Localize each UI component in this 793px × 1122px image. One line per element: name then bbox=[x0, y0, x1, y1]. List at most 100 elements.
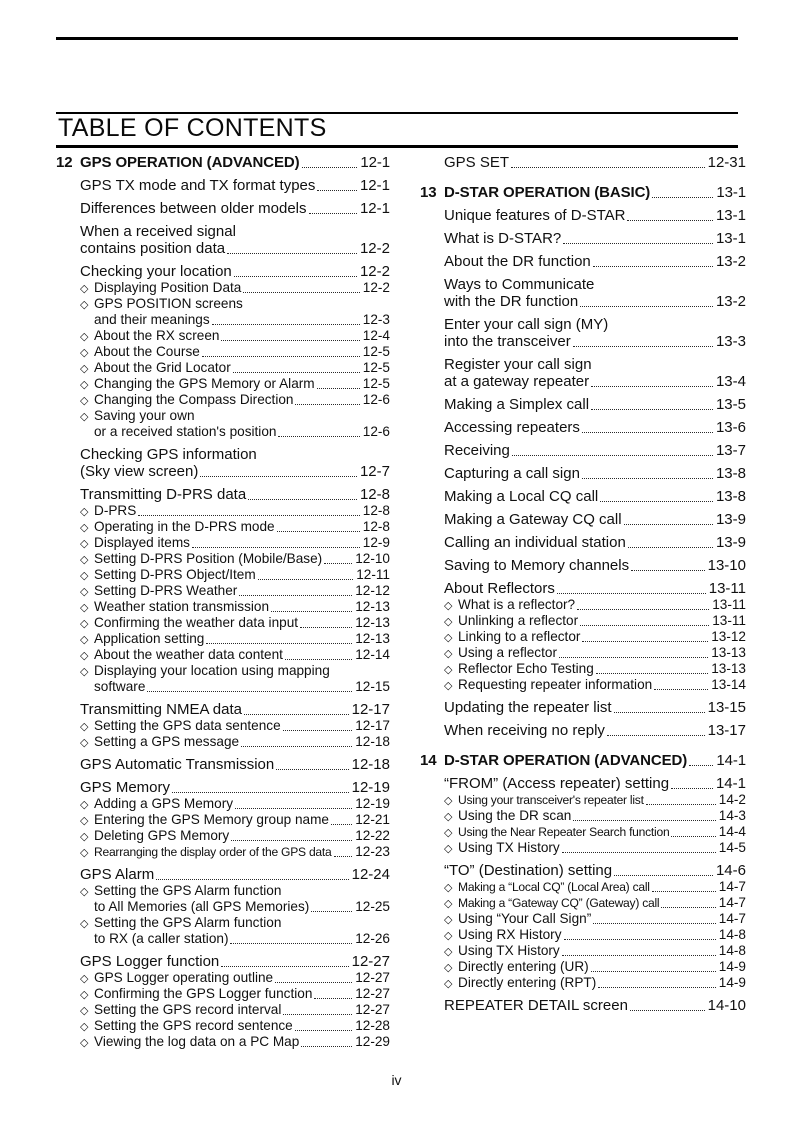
toc-entry: GPS Logger function 12-27 bbox=[56, 953, 390, 970]
toc-entry: About the DR function 13-2 bbox=[420, 253, 746, 270]
toc-entry: GPS TX mode and TX format types 12-1 bbox=[56, 177, 390, 194]
toc-entry: ◇ Operating in the D-PRS mode 12-8 bbox=[56, 519, 390, 535]
toc-entry-line: Making a “Gateway CQ” (Gateway) call 14-7 bbox=[458, 895, 746, 911]
dotted-leader bbox=[316, 388, 360, 389]
toc-entry-text: D-STAR OPERATION (ADVANCED) bbox=[444, 752, 688, 769]
toc-entry-text: Entering the GPS Memory group name bbox=[94, 812, 329, 827]
toc-entry-line: to RX (a caller station) 12-26 bbox=[94, 931, 390, 947]
dotted-leader bbox=[235, 808, 353, 809]
toc-entry-text: Using TX History bbox=[458, 840, 560, 855]
diamond-icon: ◇ bbox=[444, 826, 453, 839]
toc-page-number: 12-25 bbox=[355, 899, 390, 914]
toc-page-number: 12-15 bbox=[355, 679, 390, 694]
toc-entry-text: Adding a GPS Memory bbox=[94, 796, 234, 811]
toc-entry-text: Checking GPS information bbox=[80, 446, 257, 463]
toc-entry: ◇ Changing the Compass Direction 12-6 bbox=[56, 392, 390, 408]
toc-page-number: 14-6 bbox=[715, 862, 746, 879]
toc-entry-line: Requesting repeater information 13-14 bbox=[458, 677, 746, 693]
toc-entry-line: software 12-15 bbox=[94, 679, 390, 695]
diamond-icon: ◇ bbox=[444, 881, 453, 894]
toc-entry: REPEATER DETAIL screen 14-10 bbox=[420, 997, 746, 1014]
toc-entry: ◇ Saving your own or a received station's … bbox=[56, 408, 390, 440]
diamond-icon: ◇ bbox=[80, 972, 89, 985]
toc-entry-line: Setting the GPS record sentence 12-28 bbox=[94, 1018, 390, 1034]
diamond-icon: ◇ bbox=[80, 814, 89, 827]
toc-entry-text: Weather station transmission bbox=[94, 599, 270, 614]
toc-entry-line: Displaying your location using mapping bbox=[94, 663, 390, 679]
toc-entry: ◇ Entering the GPS Memory group name 12-21 bbox=[56, 812, 390, 828]
toc-page-number: 12-18 bbox=[351, 756, 390, 773]
toc-column-left: 12 GPS OPERATION (ADVANCED) 12-1 GPS TX mod… bbox=[56, 154, 390, 1050]
dotted-leader bbox=[598, 987, 716, 988]
toc-entry-line: (Sky view screen) 12-7 bbox=[80, 463, 390, 480]
toc-entry: ◇ Making a “Local CQ” (Local Area) call 14… bbox=[420, 879, 746, 895]
diamond-icon: ◇ bbox=[444, 977, 453, 990]
diamond-icon: ◇ bbox=[80, 505, 89, 518]
toc-page-number: 13-11 bbox=[712, 613, 746, 628]
toc-page-number: 13-10 bbox=[707, 557, 746, 574]
toc-page-number: 12-28 bbox=[355, 1018, 390, 1033]
dotted-leader bbox=[138, 515, 360, 516]
dotted-leader bbox=[233, 276, 357, 277]
diamond-icon: ◇ bbox=[80, 569, 89, 582]
toc-entry-text: contains position data bbox=[80, 240, 226, 257]
dotted-leader bbox=[593, 923, 716, 924]
chapter-number: 14 bbox=[420, 752, 437, 769]
toc-page-number: 12-6 bbox=[362, 424, 390, 439]
toc-entry-line: D-PRS 12-8 bbox=[94, 503, 390, 519]
toc-entry-text: GPS Automatic Transmission bbox=[80, 756, 275, 773]
toc-entry-text: REPEATER DETAIL screen bbox=[444, 997, 628, 1014]
diamond-icon: ◇ bbox=[80, 1036, 89, 1049]
toc-page-number: 12-3 bbox=[362, 312, 390, 327]
toc-entry-text: Using RX History bbox=[458, 927, 562, 942]
toc-page-number: 12-22 bbox=[355, 828, 390, 843]
dotted-leader bbox=[590, 971, 716, 972]
toc-entry: Making a Gateway CQ call 13-9 bbox=[420, 511, 746, 528]
diamond-icon: ◇ bbox=[80, 846, 89, 859]
dotted-leader bbox=[654, 689, 709, 690]
dotted-leader bbox=[645, 804, 716, 805]
toc-entry-text: into the transceiver bbox=[444, 333, 571, 350]
dotted-leader bbox=[561, 852, 716, 853]
toc-entry-text: Requesting repeater information bbox=[458, 677, 653, 692]
diamond-icon: ◇ bbox=[80, 988, 89, 1001]
dotted-leader bbox=[284, 659, 353, 660]
toc-entry-line: Directly entering (RPT) 14-9 bbox=[458, 975, 746, 991]
top-rule bbox=[56, 37, 738, 40]
toc-page-number: 14-7 bbox=[718, 895, 746, 910]
toc-page-number: 12-1 bbox=[359, 200, 390, 217]
toc-entry-line: GPS TX mode and TX format types 12-1 bbox=[80, 177, 390, 194]
toc-page-number: 12-13 bbox=[355, 599, 390, 614]
toc-entry-line: Capturing a call sign 13-8 bbox=[444, 465, 746, 482]
toc-entry-line: Unlinking a reflector 13-11 bbox=[458, 613, 746, 629]
toc-entry: Register your call sign at a gateway repe… bbox=[420, 356, 746, 390]
toc-entry-line: Setting the GPS Alarm function bbox=[94, 915, 390, 931]
dotted-leader bbox=[661, 907, 716, 908]
diamond-icon: ◇ bbox=[80, 1004, 89, 1017]
toc-entry-text: About the RX screen bbox=[94, 328, 220, 343]
dotted-leader bbox=[582, 641, 709, 642]
dotted-leader bbox=[581, 432, 713, 433]
toc-entry-line: Setting D-PRS Object/Item 12-11 bbox=[94, 567, 390, 583]
toc-page-number: 13-11 bbox=[712, 597, 746, 612]
toc-entry-text: Using TX History bbox=[458, 943, 560, 958]
dotted-leader bbox=[283, 1014, 353, 1015]
toc-entry-line: Using TX History 14-8 bbox=[458, 943, 746, 959]
toc-entry-text: Unlinking a reflector bbox=[458, 613, 579, 628]
toc-entry-text: GPS Memory bbox=[80, 779, 171, 796]
diamond-icon: ◇ bbox=[80, 378, 89, 391]
toc-entry-text: Displaying your location using mapping bbox=[94, 663, 330, 678]
toc-entry-line: Accessing repeaters 13-6 bbox=[444, 419, 746, 436]
dotted-leader bbox=[201, 356, 360, 357]
toc-page-number: 12-5 bbox=[362, 344, 390, 359]
toc-entry: ◇ Setting D-PRS Object/Item 12-11 bbox=[56, 567, 390, 583]
toc-page-number: 14-7 bbox=[718, 879, 746, 894]
dotted-leader bbox=[241, 746, 353, 747]
diamond-icon: ◇ bbox=[80, 346, 89, 359]
toc-page-number: 13-13 bbox=[711, 661, 746, 676]
dotted-leader bbox=[595, 673, 709, 674]
toc-page-number: 13-9 bbox=[715, 511, 746, 528]
toc-page-number: 12-11 bbox=[356, 567, 390, 582]
toc-entry-line: into the transceiver 13-3 bbox=[444, 333, 746, 350]
